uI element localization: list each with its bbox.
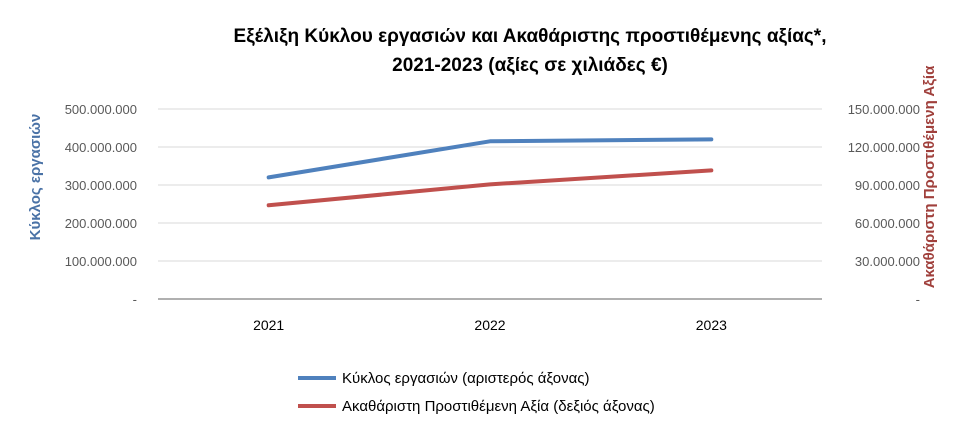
- y-right-axis-title: Ακαθάριστη Προστιθέμενη Αξία: [921, 65, 938, 288]
- y-left-tick-label: 400.000.000: [65, 140, 137, 155]
- series-line-2: [266, 168, 714, 208]
- x-tick-label: 2022: [474, 317, 505, 333]
- chart-title-line-1: Εξέλιξη Κύκλου εργασιών και Ακαθάριστης …: [233, 26, 827, 47]
- y-right-tick-label: -: [916, 292, 920, 307]
- y-left-tick-label: -: [133, 292, 137, 307]
- legend-label-2: Ακαθάριστη Προστιθέμενη Αξία (δεξιός άξο…: [342, 398, 655, 415]
- data-point: [710, 138, 712, 140]
- legend-label-1: Κύκλος εργασιών (αριστερός άξονας): [342, 370, 589, 387]
- data-point: [268, 176, 270, 178]
- x-tick-label: 2023: [696, 317, 727, 333]
- y-right-tick-label: 120.000.000: [848, 140, 920, 155]
- y-right-tick-label: 90.000.000: [855, 178, 920, 193]
- chart-title: Εξέλιξη Κύκλου εργασιών και Ακαθάριστης …: [180, 22, 880, 80]
- y-right-tick-label: 150.000.000: [848, 102, 920, 117]
- y-left-tick-label: 100.000.000: [65, 254, 137, 269]
- y-left-tick-label: 200.000.000: [65, 216, 137, 231]
- data-point: [710, 169, 712, 171]
- data-point: [268, 204, 270, 206]
- y-left-tick-label: 500.000.000: [65, 102, 137, 117]
- chart-title-line-2: 2021-2023 (αξίες σε χιλιάδες €): [392, 55, 668, 76]
- y-left-tick-label: 300.000.000: [65, 178, 137, 193]
- data-point: [489, 183, 491, 185]
- y-left-axis-title: Κύκλος εργασιών: [27, 114, 44, 241]
- y-right-tick-label: 60.000.000: [855, 216, 920, 231]
- y-right-tick-label: 30.000.000: [855, 254, 920, 269]
- data-point: [489, 140, 491, 142]
- x-tick-label: 2021: [253, 317, 284, 333]
- series-line-1: [266, 137, 714, 180]
